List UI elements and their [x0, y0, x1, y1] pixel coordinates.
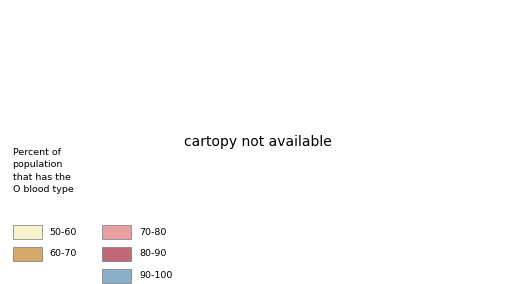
- Text: 90-100: 90-100: [139, 271, 172, 280]
- Bar: [102, 247, 132, 261]
- Bar: [12, 247, 42, 261]
- Text: cartopy not available: cartopy not available: [184, 135, 332, 149]
- Text: 80-90: 80-90: [139, 249, 166, 258]
- Text: 60-70: 60-70: [50, 249, 77, 258]
- Text: 50-60: 50-60: [50, 227, 77, 237]
- Bar: [12, 225, 42, 239]
- Text: Percent of
population
that has the
O blood type: Percent of population that has the O blo…: [12, 148, 73, 194]
- Bar: [102, 269, 132, 283]
- Text: 70-80: 70-80: [139, 227, 166, 237]
- Bar: [102, 225, 132, 239]
